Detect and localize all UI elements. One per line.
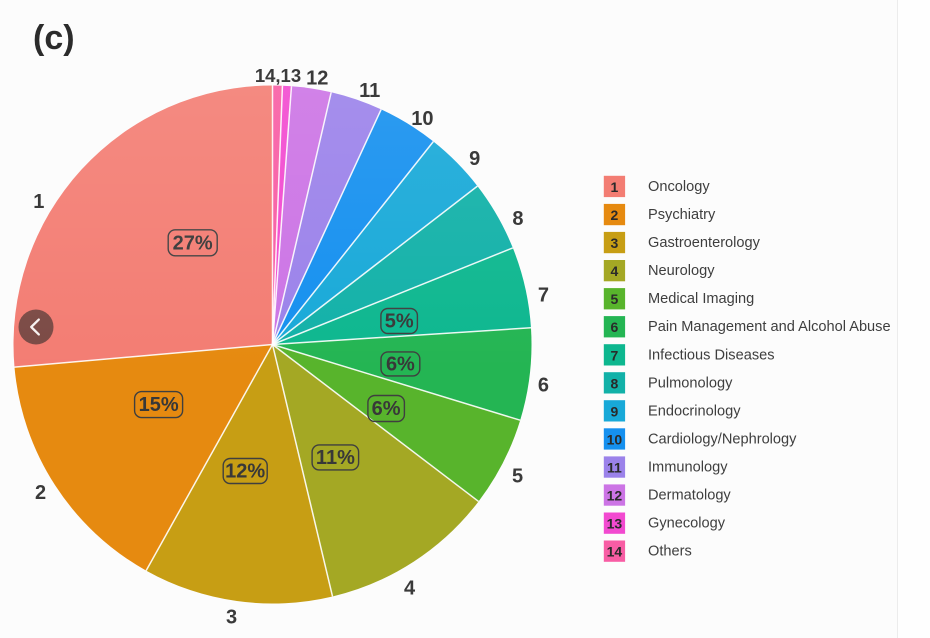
svg-text:Endocrinology: Endocrinology <box>648 403 741 419</box>
svg-text:14,13: 14,13 <box>255 65 301 86</box>
svg-text:1: 1 <box>33 191 44 213</box>
svg-text:Pulmonology: Pulmonology <box>648 375 733 391</box>
svg-text:2: 2 <box>611 207 619 223</box>
svg-text:Pain Management and Alcohol Ab: Pain Management and Alcohol Abuse <box>648 319 891 335</box>
svg-text:14: 14 <box>607 544 623 560</box>
svg-text:8: 8 <box>512 208 523 230</box>
svg-text:9: 9 <box>611 403 619 419</box>
svg-text:Psychiatry: Psychiatry <box>648 207 716 223</box>
svg-text:Oncology: Oncology <box>648 179 710 195</box>
svg-text:11: 11 <box>359 80 380 102</box>
svg-text:12: 12 <box>607 488 623 504</box>
svg-text:1: 1 <box>611 179 619 195</box>
svg-text:3: 3 <box>226 607 237 629</box>
svg-text:Gastroenterology: Gastroenterology <box>648 235 761 251</box>
svg-text:6: 6 <box>611 319 619 335</box>
svg-text:6: 6 <box>538 374 549 396</box>
svg-text:Medical Imaging: Medical Imaging <box>648 291 754 307</box>
svg-text:10: 10 <box>411 108 433 130</box>
svg-text:13: 13 <box>607 516 623 532</box>
svg-text:Others: Others <box>648 544 692 560</box>
svg-text:Cardiology/Nephrology: Cardiology/Nephrology <box>648 432 797 448</box>
svg-text:Immunology: Immunology <box>648 460 728 476</box>
svg-text:Dermatology: Dermatology <box>648 488 731 504</box>
svg-text:4: 4 <box>611 263 619 279</box>
svg-text:8: 8 <box>611 375 619 391</box>
svg-text:4: 4 <box>404 578 416 600</box>
svg-text:9: 9 <box>469 148 480 170</box>
svg-text:5: 5 <box>611 291 619 307</box>
svg-text:Neurology: Neurology <box>648 263 715 279</box>
svg-text:Infectious Diseases: Infectious Diseases <box>648 347 775 363</box>
svg-text:3: 3 <box>611 235 619 251</box>
svg-text:5: 5 <box>512 465 523 487</box>
svg-text:12: 12 <box>306 67 328 89</box>
svg-text:Gynecology: Gynecology <box>648 516 726 532</box>
svg-text:11: 11 <box>607 460 622 476</box>
svg-text:2: 2 <box>35 482 46 504</box>
svg-text:10: 10 <box>607 432 623 448</box>
svg-text:7: 7 <box>611 347 619 363</box>
svg-text:7: 7 <box>538 284 549 306</box>
